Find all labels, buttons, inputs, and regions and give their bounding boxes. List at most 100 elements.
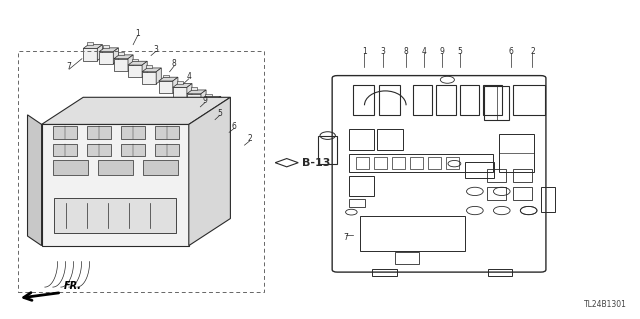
Bar bbox=[487, 169, 506, 182]
Polygon shape bbox=[173, 77, 178, 93]
Bar bbox=[436, 85, 456, 115]
Polygon shape bbox=[173, 87, 187, 100]
Bar bbox=[379, 85, 400, 115]
Text: 3: 3 bbox=[153, 45, 158, 54]
Text: 4: 4 bbox=[186, 72, 191, 81]
Bar bbox=[53, 160, 88, 175]
Bar bbox=[155, 126, 179, 139]
Polygon shape bbox=[163, 75, 169, 77]
Text: TL24B1301: TL24B1301 bbox=[584, 300, 627, 309]
Polygon shape bbox=[87, 42, 93, 45]
Polygon shape bbox=[275, 159, 298, 167]
Bar bbox=[460, 85, 479, 115]
Bar bbox=[499, 134, 534, 172]
Polygon shape bbox=[189, 97, 230, 246]
Bar bbox=[356, 157, 369, 169]
Text: 2: 2 bbox=[247, 134, 252, 143]
Text: 8: 8 bbox=[172, 59, 177, 68]
Polygon shape bbox=[202, 96, 221, 100]
Polygon shape bbox=[132, 59, 138, 61]
Bar bbox=[483, 85, 502, 115]
Bar bbox=[18, 51, 264, 292]
Text: B-13: B-13 bbox=[302, 158, 330, 168]
Text: 4: 4 bbox=[421, 47, 426, 56]
Polygon shape bbox=[159, 81, 173, 93]
Polygon shape bbox=[159, 77, 178, 81]
Bar bbox=[488, 269, 512, 276]
Bar bbox=[513, 187, 532, 200]
Polygon shape bbox=[128, 65, 142, 77]
Bar bbox=[87, 144, 111, 156]
Text: 1: 1 bbox=[135, 29, 140, 38]
Polygon shape bbox=[128, 61, 147, 65]
Bar bbox=[155, 144, 179, 156]
Bar bbox=[541, 187, 555, 212]
Polygon shape bbox=[202, 100, 216, 112]
Polygon shape bbox=[114, 55, 133, 59]
Polygon shape bbox=[118, 52, 124, 55]
Text: 1: 1 bbox=[362, 47, 367, 56]
Bar bbox=[349, 154, 493, 172]
Polygon shape bbox=[114, 59, 128, 71]
Polygon shape bbox=[99, 48, 118, 52]
Polygon shape bbox=[187, 84, 192, 100]
Bar bbox=[392, 157, 405, 169]
Bar bbox=[446, 157, 459, 169]
Polygon shape bbox=[205, 94, 212, 96]
Bar bbox=[53, 126, 77, 139]
Bar bbox=[349, 129, 374, 150]
Bar bbox=[53, 144, 77, 156]
Text: 7: 7 bbox=[343, 233, 348, 242]
Polygon shape bbox=[42, 124, 189, 246]
Bar bbox=[98, 160, 133, 175]
Text: 6: 6 bbox=[232, 122, 237, 130]
Bar bbox=[410, 157, 423, 169]
Polygon shape bbox=[83, 45, 102, 48]
Text: 3: 3 bbox=[380, 47, 385, 56]
Bar bbox=[484, 86, 509, 120]
Bar bbox=[372, 269, 397, 276]
Text: 9: 9 bbox=[439, 47, 444, 56]
Bar bbox=[121, 126, 145, 139]
Text: 5: 5 bbox=[217, 109, 222, 118]
Polygon shape bbox=[142, 72, 156, 84]
Polygon shape bbox=[177, 81, 183, 84]
Bar bbox=[428, 157, 441, 169]
Text: 6: 6 bbox=[508, 47, 513, 56]
Polygon shape bbox=[142, 61, 147, 77]
Text: FR.: FR. bbox=[64, 281, 82, 291]
Polygon shape bbox=[216, 96, 221, 112]
Polygon shape bbox=[99, 52, 113, 64]
Text: 7: 7 bbox=[67, 63, 72, 71]
Polygon shape bbox=[187, 94, 201, 106]
Bar bbox=[318, 136, 337, 164]
Bar bbox=[465, 162, 494, 178]
Polygon shape bbox=[187, 90, 206, 94]
Polygon shape bbox=[113, 48, 118, 64]
Bar bbox=[349, 176, 374, 196]
Bar bbox=[513, 169, 532, 182]
Bar bbox=[513, 85, 545, 115]
Text: 8: 8 bbox=[403, 47, 408, 56]
Bar bbox=[349, 199, 365, 207]
Polygon shape bbox=[42, 97, 230, 124]
Polygon shape bbox=[201, 90, 206, 106]
Bar bbox=[360, 216, 465, 251]
Bar bbox=[87, 126, 111, 139]
Polygon shape bbox=[28, 115, 42, 246]
Text: 5: 5 bbox=[457, 47, 462, 56]
Bar bbox=[487, 187, 506, 200]
Bar bbox=[54, 198, 176, 233]
Polygon shape bbox=[97, 45, 102, 61]
Bar bbox=[143, 160, 178, 175]
Polygon shape bbox=[83, 48, 97, 61]
Polygon shape bbox=[146, 65, 152, 68]
Polygon shape bbox=[103, 45, 109, 48]
Text: 2: 2 bbox=[530, 47, 535, 56]
Polygon shape bbox=[191, 87, 197, 90]
Bar bbox=[413, 85, 432, 115]
Polygon shape bbox=[173, 84, 192, 87]
Bar bbox=[395, 252, 419, 264]
Polygon shape bbox=[142, 68, 161, 72]
Bar bbox=[353, 85, 374, 115]
